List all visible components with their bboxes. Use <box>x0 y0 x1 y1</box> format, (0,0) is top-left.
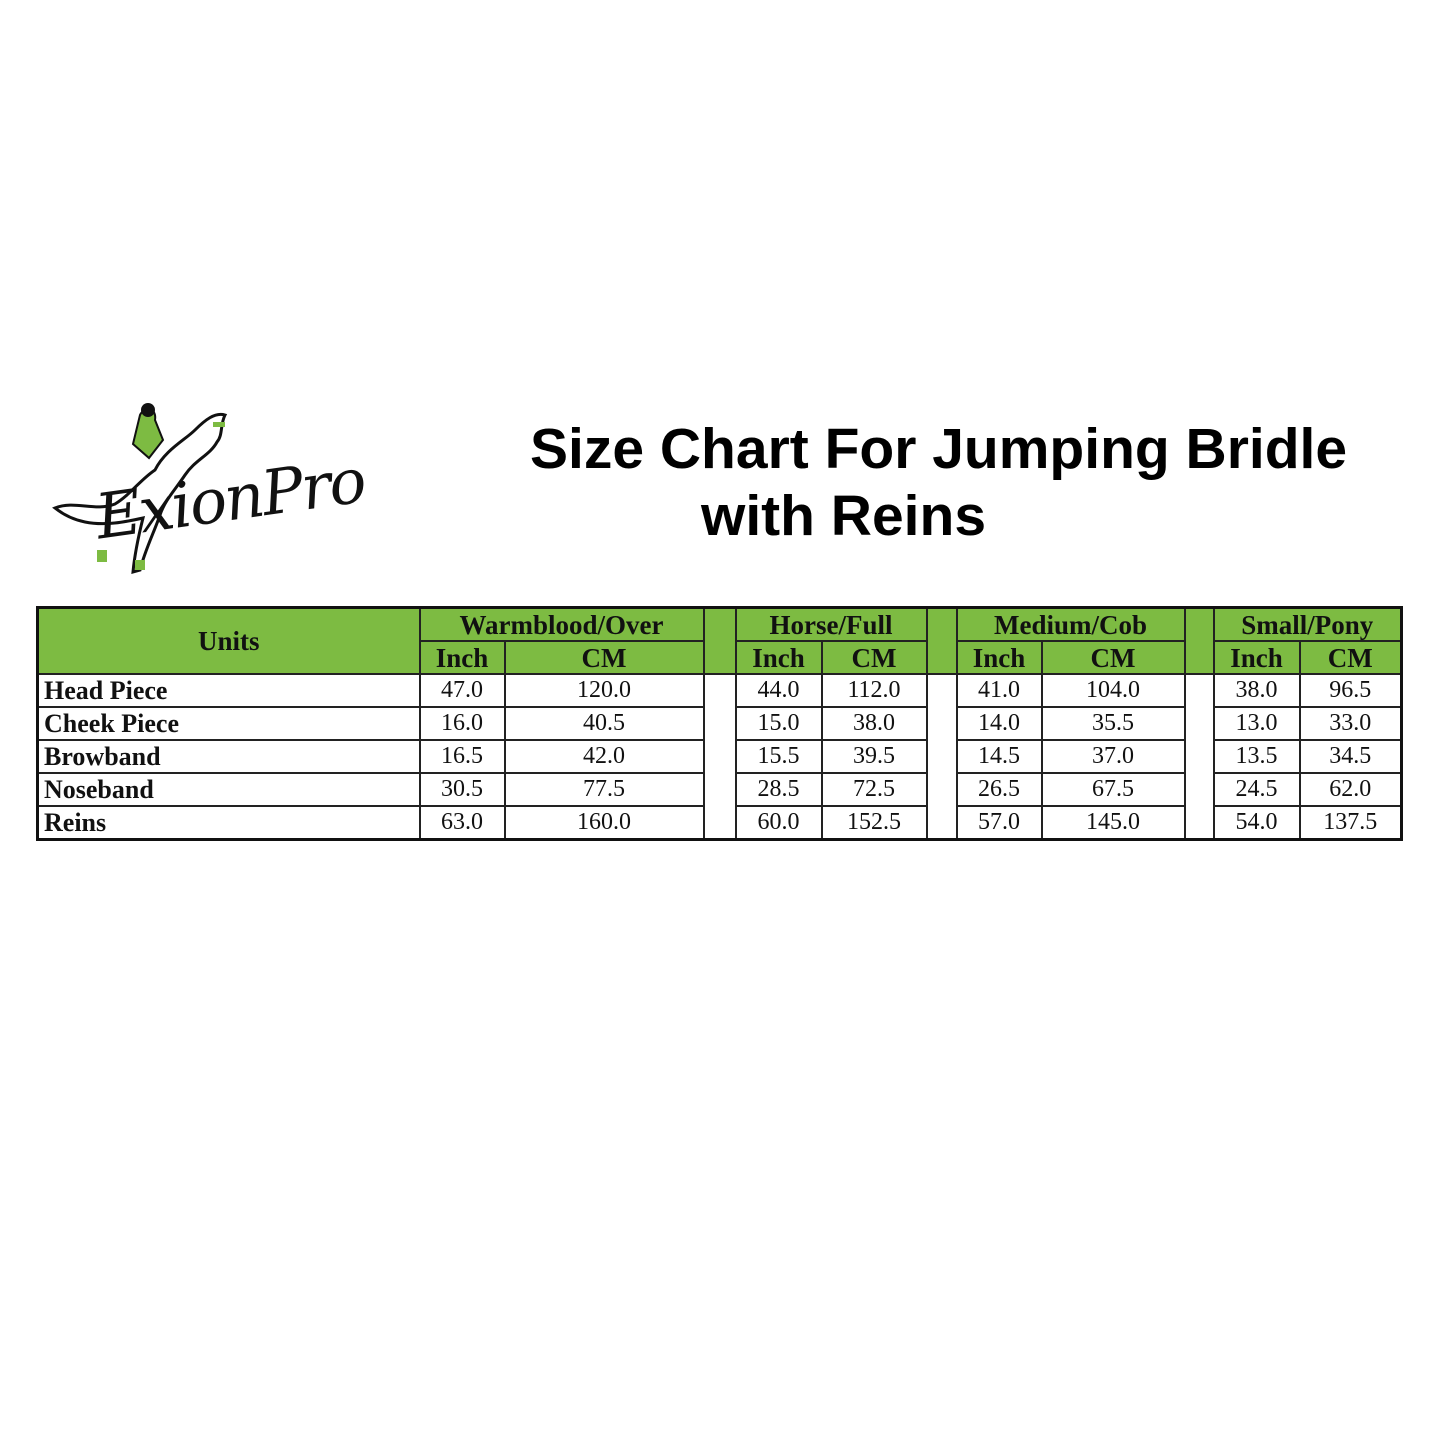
table-row: Browband 16.5 42.0 15.5 39.5 14.5 37.0 13.5 34.5 <box>36 739 1403 774</box>
spacer <box>702 674 737 707</box>
row-label: Cheek Piece <box>36 706 421 741</box>
group-header: Small/Pony <box>1212 606 1403 642</box>
spacer <box>925 707 958 740</box>
inch-cell: 44.0 <box>734 673 823 708</box>
spacer <box>925 806 958 840</box>
inch-cell: 16.0 <box>418 706 506 741</box>
inch-cell: 24.5 <box>1212 772 1301 807</box>
units-header: Units <box>36 606 421 675</box>
group-header: Horse/Full <box>734 606 928 642</box>
spacer <box>702 707 737 740</box>
inch-cell: 26.5 <box>955 772 1043 807</box>
inch-header: Inch <box>418 640 506 675</box>
cm-cell: 34.5 <box>1298 739 1403 774</box>
cm-cell: 96.5 <box>1298 673 1403 708</box>
spacer <box>702 606 737 675</box>
cm-header: CM <box>1298 640 1403 675</box>
cm-cell: 67.5 <box>1040 772 1186 807</box>
spacer <box>925 773 958 806</box>
inch-cell: 30.5 <box>418 772 506 807</box>
spacer <box>1183 606 1215 675</box>
page-title-line-2: with Reins <box>701 484 987 548</box>
inch-header: Inch <box>955 640 1043 675</box>
spacer <box>925 606 958 675</box>
inch-cell: 13.0 <box>1212 706 1301 741</box>
cm-cell: 37.0 <box>1040 739 1186 774</box>
inch-cell: 60.0 <box>734 805 823 841</box>
inch-cell: 13.5 <box>1212 739 1301 774</box>
cm-cell: 120.0 <box>503 673 705 708</box>
inch-cell: 14.0 <box>955 706 1043 741</box>
table-row: Noseband 30.5 77.5 28.5 72.5 26.5 67.5 24.5 62.0 <box>36 772 1403 807</box>
cm-cell: 112.0 <box>820 673 928 708</box>
cm-cell: 72.5 <box>820 772 928 807</box>
cm-header: CM <box>503 640 705 675</box>
cm-cell: 42.0 <box>503 739 705 774</box>
cm-cell: 137.5 <box>1298 805 1403 841</box>
inch-cell: 38.0 <box>1212 673 1301 708</box>
size-chart-table: Units Warmblood/Over Horse/Full Medium/C… <box>36 606 1404 841</box>
group-header: Warmblood/Over <box>418 606 705 642</box>
cm-cell: 33.0 <box>1298 706 1403 741</box>
page-title-line-1: Size Chart For Jumping Bridle <box>530 417 1348 481</box>
spacer <box>702 740 737 773</box>
cm-cell: 40.5 <box>503 706 705 741</box>
cm-cell: 38.0 <box>820 706 928 741</box>
spacer <box>702 806 737 840</box>
cm-cell: 39.5 <box>820 739 928 774</box>
row-label: Reins <box>36 805 421 841</box>
spacer <box>925 674 958 707</box>
spacer <box>1183 773 1215 806</box>
row-label: Browband <box>36 739 421 774</box>
spacer <box>702 773 737 806</box>
cm-cell: 145.0 <box>1040 805 1186 841</box>
table-row: Head Piece 47.0 120.0 44.0 112.0 41.0 104.0 38.… <box>36 673 1403 708</box>
inch-cell: 57.0 <box>955 805 1043 841</box>
inch-header: Inch <box>1212 640 1301 675</box>
spacer <box>925 740 958 773</box>
cm-header: CM <box>1040 640 1186 675</box>
jumping-horse-rider-icon <box>52 403 228 575</box>
cm-cell: 77.5 <box>503 772 705 807</box>
inch-cell: 14.5 <box>955 739 1043 774</box>
spacer <box>1183 707 1215 740</box>
cm-cell: 152.5 <box>820 805 928 841</box>
inch-cell: 15.0 <box>734 706 823 741</box>
inch-cell: 54.0 <box>1212 805 1301 841</box>
group-header: Medium/Cob <box>955 606 1186 642</box>
cm-cell: 160.0 <box>503 805 705 841</box>
inch-cell: 15.5 <box>734 739 823 774</box>
inch-cell: 16.5 <box>418 739 506 774</box>
spacer <box>1183 740 1215 773</box>
cm-cell: 62.0 <box>1298 772 1403 807</box>
header-row-groups: Units Warmblood/Over Horse/Full Medium/C… <box>36 606 1403 675</box>
spacer <box>1183 806 1215 840</box>
inch-cell: 63.0 <box>418 805 506 841</box>
inch-cell: 41.0 <box>955 673 1043 708</box>
header-row-units: Inch CM Inch CM Inch CM Inch CM <box>38 640 1403 675</box>
table-row: Cheek Piece 16.0 40.5 15.0 38.0 14.0 35.5 13.0 3… <box>36 706 1403 741</box>
inch-header: Inch <box>734 640 823 675</box>
cm-header: CM <box>820 640 928 675</box>
row-label: Noseband <box>36 772 421 807</box>
row-label: Head Piece <box>36 673 421 708</box>
inch-cell: 28.5 <box>734 772 823 807</box>
cm-cell: 104.0 <box>1040 673 1186 708</box>
inch-cell: 47.0 <box>418 673 506 708</box>
spacer <box>1183 674 1215 707</box>
table-row: Reins 63.0 160.0 60.0 152.5 57.0 145.0 54.0 137.… <box>36 805 1403 841</box>
cm-cell: 35.5 <box>1040 706 1186 741</box>
